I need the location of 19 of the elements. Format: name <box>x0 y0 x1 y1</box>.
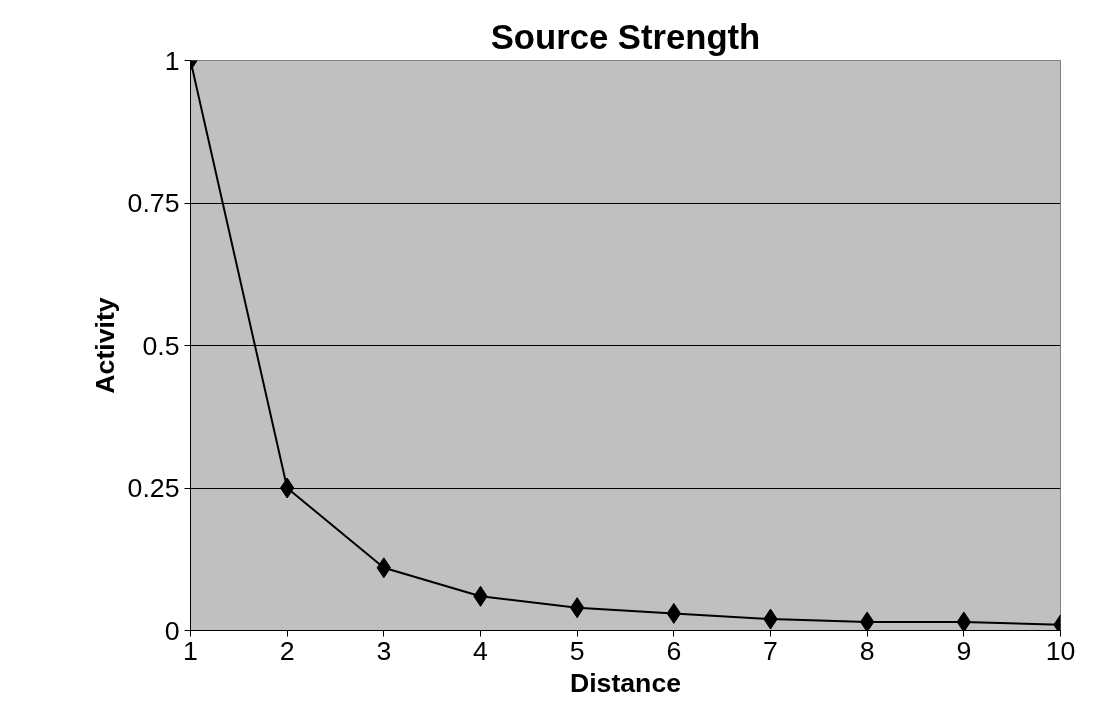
y-tick-label: 0.5 <box>142 330 180 361</box>
point <box>860 611 875 631</box>
x-tick-label: 5 <box>569 635 585 666</box>
y-tick-label: 0 <box>164 615 180 646</box>
x-tick-label: 6 <box>666 635 682 666</box>
point <box>956 611 971 631</box>
x-tick-label: 10 <box>1045 635 1076 666</box>
y-tick-label: 0.25 <box>127 473 180 503</box>
x-axis-title: Distance <box>569 667 682 698</box>
x-tick-label: 9 <box>956 635 972 666</box>
x-tick-label: 4 <box>473 635 489 666</box>
chart-title: Source Strength <box>490 17 761 56</box>
x-tick-label: 2 <box>279 635 295 666</box>
y-axis-title: Activity <box>89 297 120 394</box>
x-tick-label: 3 <box>376 635 392 666</box>
x-tick-label: 8 <box>859 635 875 666</box>
y-tick-label: 0.75 <box>127 188 180 218</box>
y-tick-label: 1 <box>164 45 180 76</box>
x-tick-label: 7 <box>763 635 778 666</box>
